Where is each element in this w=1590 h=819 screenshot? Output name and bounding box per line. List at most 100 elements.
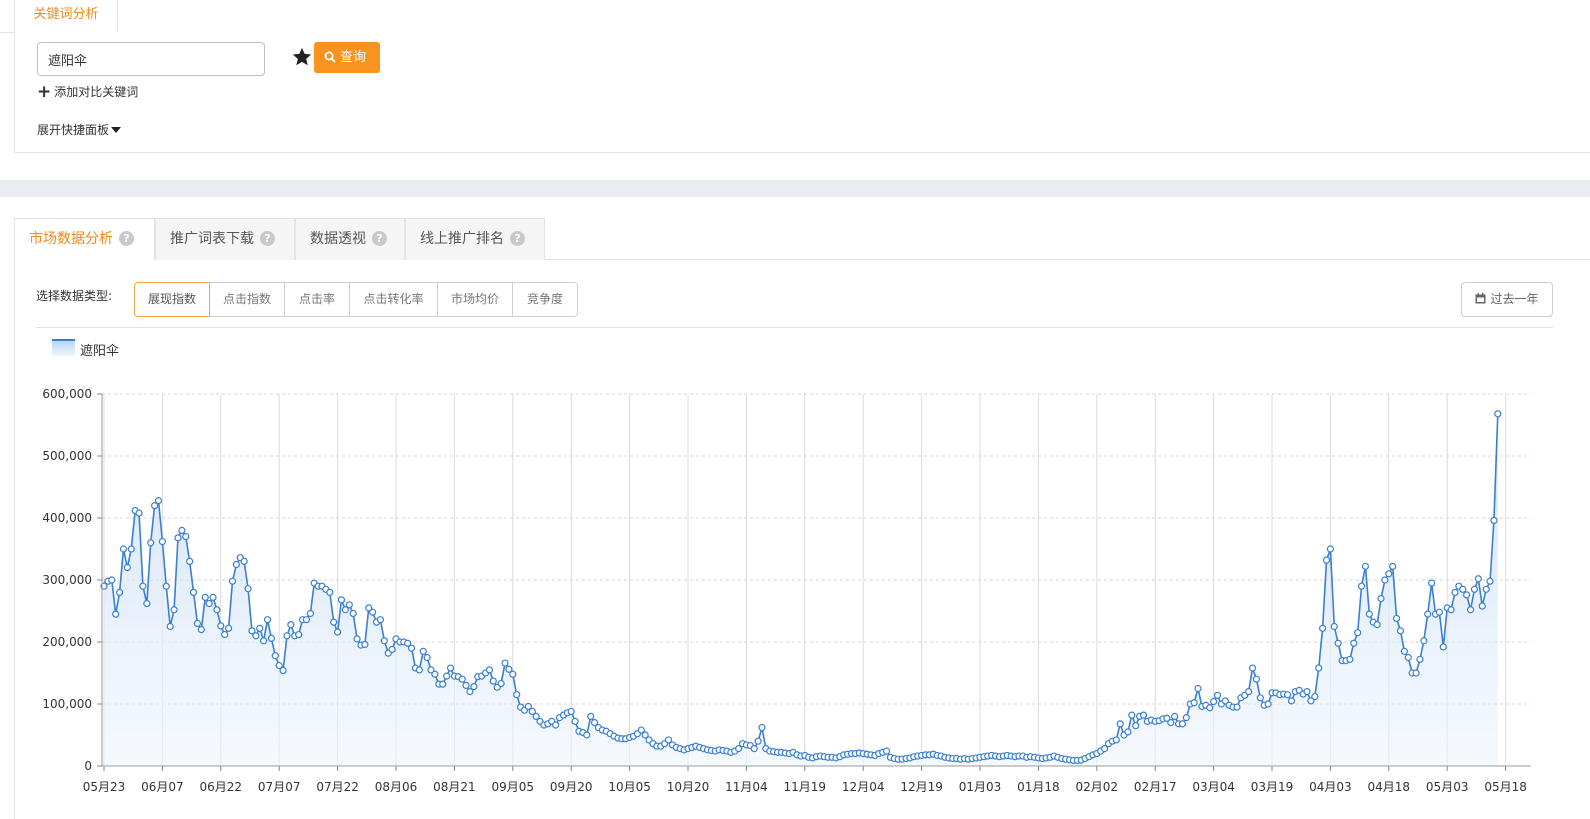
data-point: [1435, 608, 1444, 616]
calendar-icon: [1475, 293, 1486, 304]
keyword-panel: 查询 +添加对比关键词 展开快捷面板: [14, 32, 1590, 153]
impression-index-chart: 0 100,000 200,000 300,000 400,000 500,000 600,…: [42, 387, 1531, 794]
data-type-impression-index[interactable]: 展现指数: [134, 282, 210, 317]
data-point: [108, 576, 116, 584]
keyword-tabbar: [0, 0, 1590, 33]
data-type-click-index[interactable]: 点击指数: [209, 282, 285, 317]
data-point: [1182, 714, 1190, 722]
legend-swatch[interactable]: [52, 339, 75, 356]
add-compare-keyword-link[interactable]: + 添加对比关键词: [37, 83, 138, 101]
data-point: [431, 670, 439, 678]
data-point: [221, 630, 229, 639]
data-point: [306, 609, 314, 618]
data-point: [1139, 711, 1148, 719]
data-point: [1400, 647, 1408, 655]
data-point: [224, 624, 233, 632]
data-point: [750, 745, 758, 753]
data-point: [115, 588, 124, 596]
data-type-label: 选择数据类型:: [36, 289, 113, 303]
data-point: [361, 640, 369, 649]
data-point: [1245, 688, 1253, 696]
data-point: [275, 661, 283, 670]
data-point: [186, 557, 194, 565]
data-point: [1381, 576, 1389, 584]
data-point: [217, 622, 225, 630]
help-icon[interactable]: ?: [372, 231, 387, 246]
keyword-search-input[interactable]: [37, 42, 265, 76]
data-point: [404, 639, 412, 647]
tab-online-ranking[interactable]: 线上推广排名?: [405, 218, 545, 260]
data-point: [497, 679, 505, 688]
data-point: [1100, 745, 1109, 753]
data-type-ctr[interactable]: 点击率: [284, 282, 350, 317]
data-point: [1354, 629, 1362, 637]
data-point: [1334, 639, 1342, 647]
data-point: [1264, 700, 1272, 708]
x-tick-label: 06月22: [200, 780, 243, 794]
y-tick-label: 300,000: [42, 573, 92, 587]
data-point: [446, 664, 455, 672]
data-point: [1326, 545, 1335, 553]
y-tick-label: 600,000: [42, 387, 92, 401]
data-point: [252, 632, 260, 640]
data-point: [244, 585, 252, 593]
data-point: [326, 588, 334, 596]
data-point: [1206, 704, 1214, 712]
data-point: [1459, 585, 1467, 593]
data-type-conversion-rate[interactable]: 点击转化率: [349, 282, 438, 317]
data-point: [513, 691, 521, 699]
data-point: [1470, 585, 1479, 593]
data-point: [1315, 664, 1323, 672]
query-button-label: 查询: [340, 50, 367, 65]
data-point: [1252, 675, 1261, 683]
x-tick-label: 02月17: [1134, 780, 1177, 794]
data-point: [1478, 602, 1486, 610]
data-point: [1178, 720, 1187, 728]
data-point: [590, 719, 599, 727]
data-point: [189, 588, 198, 596]
data-point: [552, 721, 560, 729]
data-type-competition[interactable]: 竞争度: [512, 282, 578, 317]
data-point: [1396, 627, 1405, 635]
tab-market-data-analysis[interactable]: 市场数据分析?: [14, 218, 155, 261]
data-point: [209, 593, 217, 601]
data-point: [1124, 728, 1132, 736]
tab-keyword-list-download[interactable]: 推广词表下载?: [155, 218, 295, 260]
x-tick-label: 10月05: [608, 780, 651, 794]
date-range-label: 过去一年: [1490, 292, 1539, 306]
date-range-button[interactable]: 过去一年: [1461, 282, 1553, 317]
tab-data-pivot[interactable]: 数据透视?: [295, 218, 405, 260]
data-point: [1357, 582, 1366, 590]
data-point: [267, 634, 276, 642]
tab-keyword-analysis[interactable]: 关键词分析: [14, 0, 118, 32]
query-button[interactable]: 查询: [314, 42, 380, 73]
help-icon[interactable]: ?: [510, 231, 525, 246]
tab-label: 线上推广排名: [420, 231, 504, 247]
help-icon[interactable]: ?: [119, 231, 134, 246]
data-point: [466, 688, 474, 696]
chart-area-layer: [103, 413, 1499, 766]
data-point: [135, 509, 143, 517]
expand-panel-label: 展开快捷面板: [37, 123, 110, 137]
data-point: [1128, 711, 1136, 719]
data-point: [524, 702, 532, 711]
data-type-avg-price[interactable]: 市场均价: [437, 282, 513, 317]
data-point: [458, 675, 466, 683]
data-point: [1424, 610, 1432, 618]
search-icon: [324, 51, 336, 63]
help-icon[interactable]: ?: [260, 231, 275, 246]
x-tick-label: 11月04: [725, 780, 768, 794]
data-point: [1319, 624, 1327, 632]
expand-shortcut-panel-toggle[interactable]: 展开快捷面板: [37, 121, 122, 139]
data-point: [1365, 610, 1373, 618]
data-point: [1404, 653, 1412, 662]
data-point: [1482, 585, 1490, 593]
data-point: [587, 712, 595, 720]
data-point: [170, 606, 178, 614]
x-tick-label: 05月23: [83, 780, 126, 794]
legend-label[interactable]: 遮阳伞: [80, 344, 120, 359]
star-icon[interactable]: [291, 46, 313, 68]
data-point: [283, 632, 291, 640]
data-point: [571, 717, 579, 725]
data-point: [1213, 691, 1222, 699]
